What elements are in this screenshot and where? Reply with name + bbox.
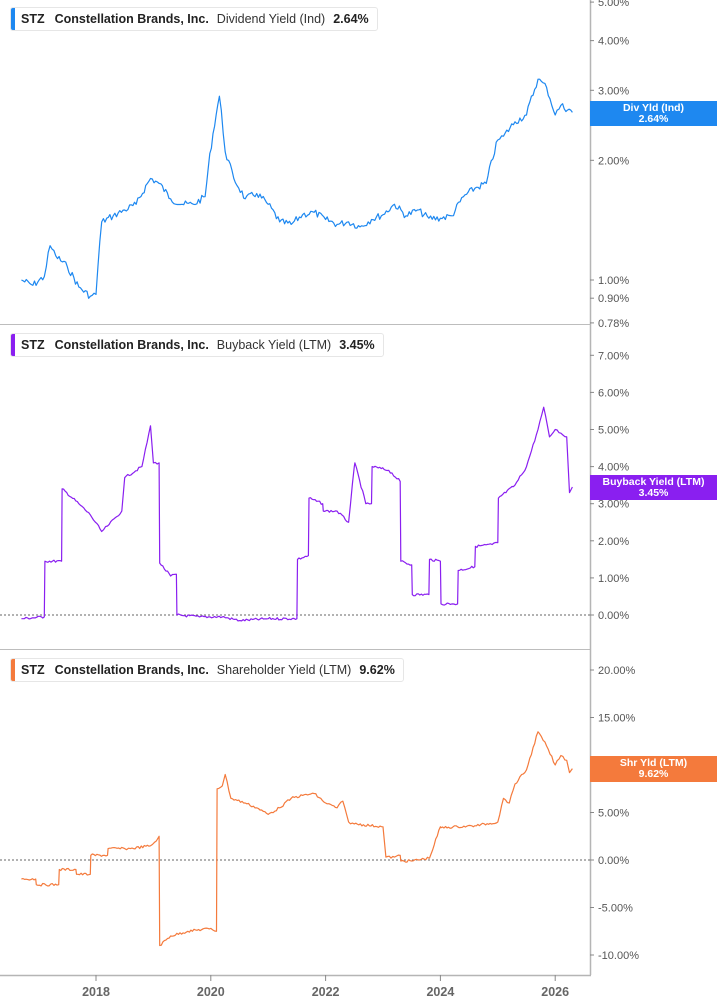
value-tag-dividend-yield: Div Yld (Ind) 2.64%: [590, 101, 717, 126]
y-tick-label: 1.00%: [598, 275, 629, 287]
tag-value: 2.64%: [638, 113, 669, 125]
y-tick-label: 5.00%: [598, 425, 629, 437]
y-tick-label: 7.00%: [598, 350, 629, 362]
y-tick-label: 0.00%: [598, 855, 629, 867]
y-tick-label: 0.90%: [598, 293, 629, 305]
tag-value: 9.62%: [638, 768, 669, 780]
y-tick-label: 2.00%: [598, 536, 629, 548]
tag-label: Shr Yld (LTM): [619, 757, 688, 769]
legend-metric: Shareholder Yield (LTM): [216, 663, 352, 677]
legend-metric: Dividend Yield (Ind): [216, 12, 326, 26]
series-lines: [21, 78, 573, 947]
legend-value: 3.45%: [339, 338, 375, 352]
x-axis-ticks: 2018 2020 2022 2024 2026: [82, 975, 569, 999]
y-tick-label: 4.00%: [598, 36, 629, 48]
legend-value: 9.62%: [359, 663, 395, 677]
series-color-swatch: [11, 8, 15, 30]
y-tick-label: 0.78%: [598, 318, 629, 330]
tag-label: Div Yld (Ind): [622, 102, 685, 114]
y-tick-label: -5.00%: [598, 903, 633, 915]
x-tick-label: 2024: [426, 985, 454, 999]
y-tick-label: 4.00%: [598, 462, 629, 474]
legend-ticker: STZ: [21, 338, 45, 352]
y-tick-label: 0.00%: [598, 610, 629, 622]
y-tick-label: 3.00%: [598, 499, 629, 511]
y-tick-label: 2.00%: [598, 155, 629, 167]
series-line-dividend-yield: [21, 78, 573, 299]
series-line-shareholder-yield: [21, 731, 573, 947]
x-tick-label: 2020: [197, 985, 225, 999]
legend-company: Constellation Brands, Inc.: [54, 663, 209, 677]
x-tick-label: 2018: [82, 985, 110, 999]
y-tick-label: -10.00%: [598, 950, 639, 962]
legend-buyback-yield[interactable]: STZ Constellation Brands, Inc. Buyback Y…: [10, 333, 384, 357]
x-tick-label: 2026: [541, 985, 569, 999]
legend-metric: Buyback Yield (LTM): [216, 338, 332, 352]
y-tick-label: 5.00%: [598, 0, 629, 9]
y-tick-label: 6.00%: [598, 387, 629, 399]
legend-company: Constellation Brands, Inc.: [54, 338, 209, 352]
value-tag-buyback-yield: Buyback Yield (LTM) 3.45%: [590, 475, 717, 500]
tag-value: 3.45%: [638, 487, 669, 499]
series-line-buyback-yield: [21, 406, 573, 622]
series-color-swatch: [11, 659, 15, 681]
legend-ticker: STZ: [21, 663, 45, 677]
y-tick-label: 15.00%: [598, 713, 636, 725]
legend-ticker: STZ: [21, 12, 45, 26]
zero-lines: [0, 614, 590, 861]
legend-dividend-yield[interactable]: STZ Constellation Brands, Inc. Dividend …: [10, 7, 378, 31]
tag-label: Buyback Yield (LTM): [602, 476, 705, 488]
value-tag-shareholder-yield: Shr Yld (LTM) 9.62%: [590, 756, 717, 782]
y-tick-label: 1.00%: [598, 573, 629, 585]
y-tick-label: 20.00%: [598, 665, 636, 677]
legend-company: Constellation Brands, Inc.: [54, 12, 209, 26]
series-color-swatch: [11, 334, 15, 356]
y-tick-label: 3.00%: [598, 85, 629, 97]
legend-shareholder-yield[interactable]: STZ Constellation Brands, Inc. Sharehold…: [10, 658, 404, 682]
x-tick-label: 2022: [312, 985, 340, 999]
legend-value: 2.64%: [333, 12, 369, 26]
y-tick-label: 5.00%: [598, 808, 629, 820]
